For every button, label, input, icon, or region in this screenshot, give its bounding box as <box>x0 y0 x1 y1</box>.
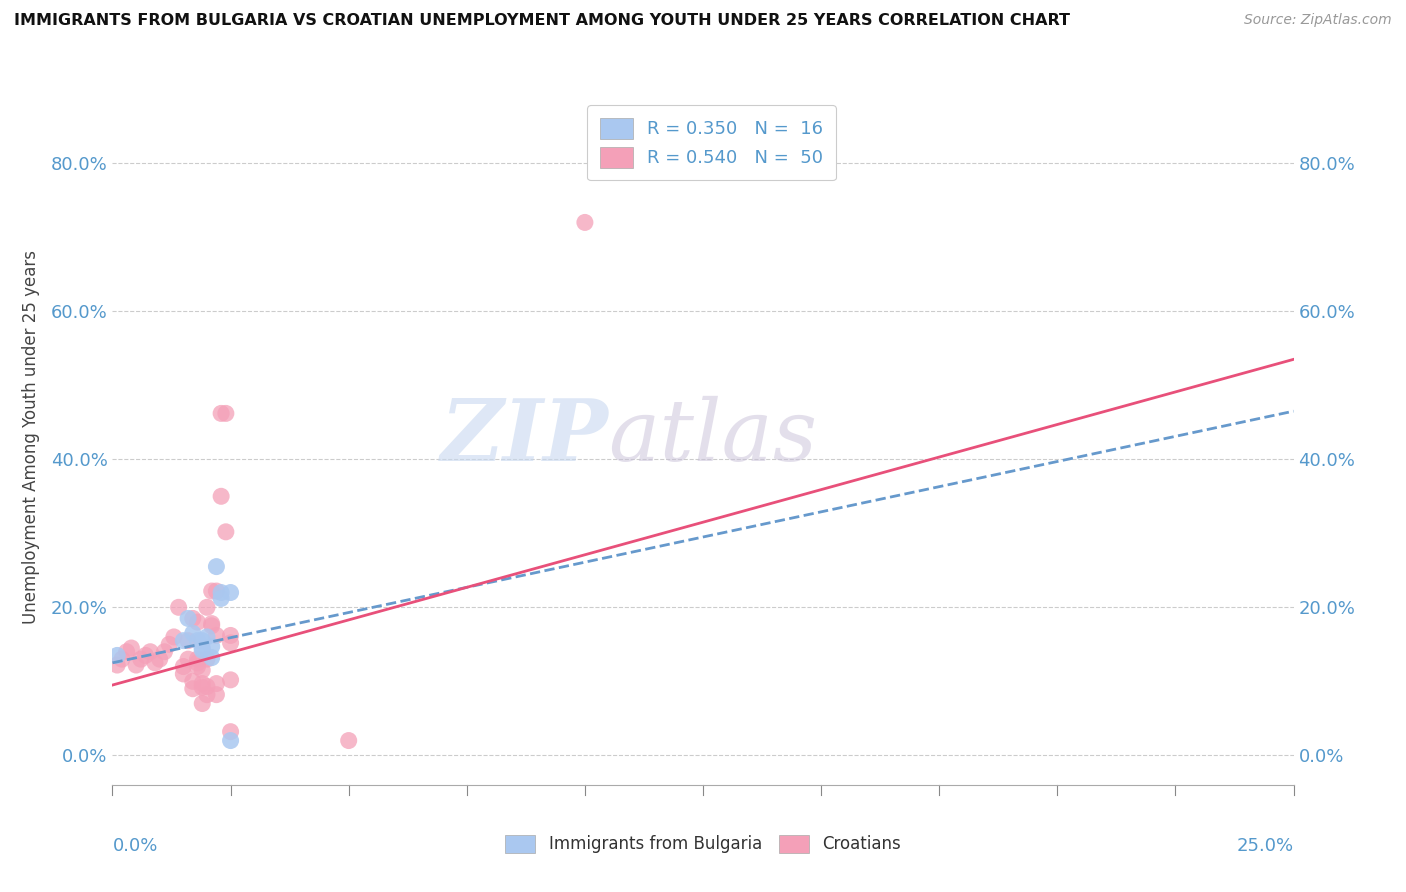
Point <box>205 628 228 642</box>
Point <box>115 645 138 659</box>
Point <box>186 633 208 648</box>
Text: 25.0%: 25.0% <box>1236 837 1294 855</box>
Point <box>219 585 242 599</box>
Text: ZIP: ZIP <box>440 395 609 479</box>
Point <box>195 630 218 644</box>
Point <box>172 633 194 648</box>
Point <box>191 680 214 694</box>
Point <box>205 676 228 690</box>
Point <box>149 652 172 666</box>
Point <box>337 733 360 747</box>
Point <box>186 652 208 666</box>
Legend: Immigrants from Bulgaria, Croatians: Immigrants from Bulgaria, Croatians <box>499 828 907 860</box>
Point <box>191 633 214 648</box>
Point <box>191 697 214 711</box>
Point <box>191 640 214 655</box>
Point <box>111 652 134 666</box>
Point <box>153 645 176 659</box>
Point <box>195 600 218 615</box>
Point <box>125 658 148 673</box>
Point <box>205 688 228 702</box>
Point <box>219 636 242 650</box>
Text: Source: ZipAtlas.com: Source: ZipAtlas.com <box>1244 13 1392 28</box>
Point <box>177 633 200 648</box>
Point <box>201 584 224 599</box>
Point <box>191 663 214 677</box>
Point <box>105 648 128 663</box>
Point <box>181 626 204 640</box>
Point <box>143 656 166 670</box>
Point <box>181 681 204 696</box>
Point <box>209 585 232 599</box>
Y-axis label: Unemployment Among Youth under 25 years: Unemployment Among Youth under 25 years <box>21 250 39 624</box>
Point <box>219 724 242 739</box>
Point <box>215 524 238 539</box>
Point <box>191 676 214 690</box>
Point <box>205 559 228 574</box>
Point <box>139 645 162 659</box>
Point <box>219 733 242 747</box>
Point <box>209 489 232 503</box>
Point <box>167 600 190 615</box>
Point <box>191 643 214 657</box>
Point <box>135 648 157 663</box>
Point <box>209 406 232 420</box>
Point <box>201 640 224 654</box>
Point <box>172 659 194 673</box>
Point <box>195 652 218 666</box>
Point <box>186 656 208 670</box>
Point <box>209 591 232 606</box>
Point <box>181 674 204 689</box>
Point <box>105 658 128 673</box>
Text: atlas: atlas <box>609 396 818 478</box>
Point <box>163 630 186 644</box>
Point <box>181 611 204 625</box>
Text: 0.0%: 0.0% <box>112 837 157 855</box>
Point <box>177 611 200 625</box>
Point <box>195 680 218 694</box>
Point <box>219 628 242 642</box>
Point <box>219 673 242 687</box>
Point <box>157 637 180 651</box>
Point <box>186 615 208 629</box>
Point <box>172 667 194 681</box>
Point <box>201 650 224 665</box>
Point <box>201 619 224 633</box>
Text: IMMIGRANTS FROM BULGARIA VS CROATIAN UNEMPLOYMENT AMONG YOUTH UNDER 25 YEARS COR: IMMIGRANTS FROM BULGARIA VS CROATIAN UNE… <box>14 13 1070 29</box>
Point <box>195 688 218 702</box>
Point <box>186 659 208 673</box>
Point <box>201 616 224 631</box>
Point <box>177 652 200 666</box>
Point <box>574 215 596 229</box>
Point <box>129 652 152 666</box>
Point <box>205 584 228 599</box>
Point <box>120 640 142 655</box>
Point <box>215 406 238 420</box>
